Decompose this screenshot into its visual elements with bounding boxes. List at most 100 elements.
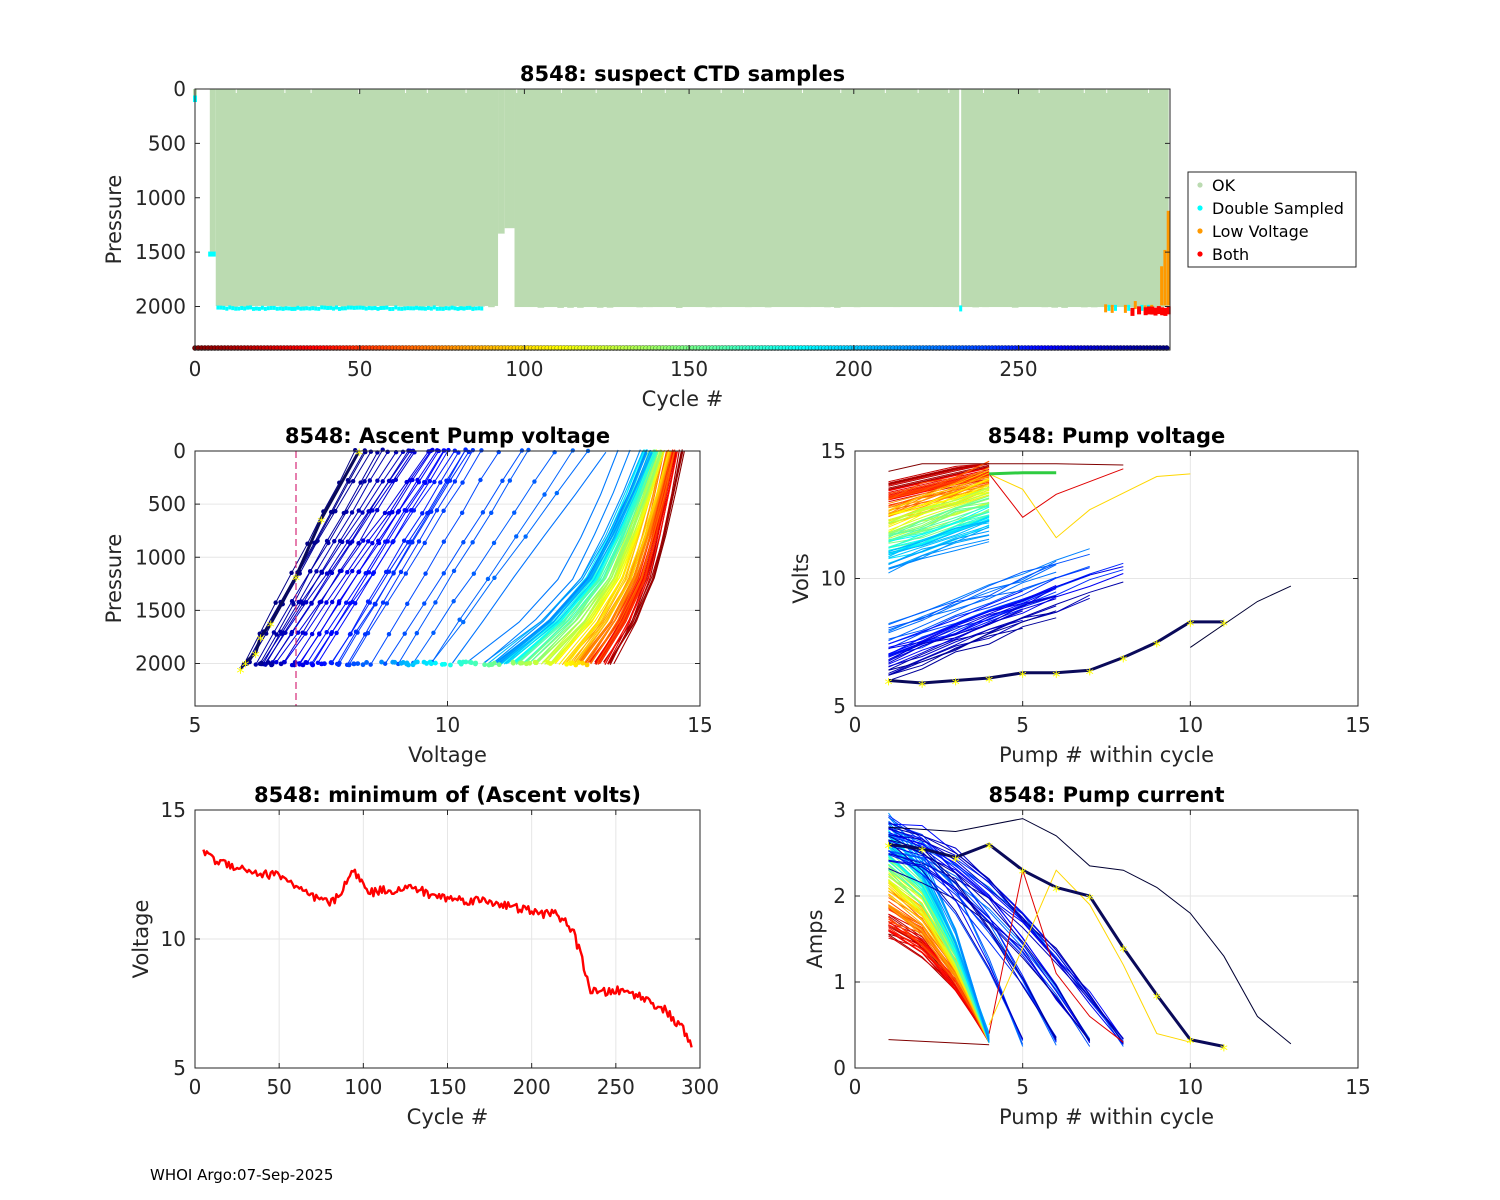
double-sampled-mark xyxy=(225,306,229,311)
double-sampled-mark xyxy=(299,306,303,311)
ok-sample-edge xyxy=(399,305,406,307)
ascent-sample-dot xyxy=(353,629,359,634)
double-sampled-mark xyxy=(1114,304,1118,311)
pumpv-cycle-line xyxy=(888,605,1057,674)
pumpv-y-label: Volts xyxy=(789,553,813,604)
ascent-y-tick-label: 2000 xyxy=(135,652,186,676)
pumpc-cycle-line xyxy=(888,865,990,1041)
ascent-bottom-dot xyxy=(457,659,462,665)
double-sampled-mark xyxy=(284,306,288,311)
pumpc-cycle-line xyxy=(888,916,990,1043)
double-sampled-mark xyxy=(429,306,433,311)
ascent-sample-dot xyxy=(416,539,422,544)
ascent-bottom-dot xyxy=(364,660,369,665)
double-sampled-mark xyxy=(1107,304,1111,311)
ascent-sample-dot xyxy=(360,510,365,515)
double-sampled-mark xyxy=(219,305,223,310)
ascent-sample-dot xyxy=(315,660,321,665)
double-sampled-mark xyxy=(388,307,392,312)
ascent-bottom-dot xyxy=(398,660,404,666)
pumpc-decor: 0 5 10 15 0 1 2 3 8548: Pump current Pump # withi… xyxy=(803,783,1371,1129)
ascent-sample-dot xyxy=(441,539,447,544)
pumpv-cycle-line xyxy=(888,590,1023,645)
double-sampled-mark xyxy=(403,306,407,311)
double-sampled-mark xyxy=(349,305,353,310)
ascent-profile-line xyxy=(490,449,641,666)
ascent-sample-dot xyxy=(314,569,319,574)
double-sampled-mark xyxy=(412,306,416,311)
pumpv-cycle-line xyxy=(1190,585,1292,648)
double-sampled-mark xyxy=(417,306,421,311)
ascent-bottom-dot xyxy=(523,661,529,667)
ascent-sample-dot xyxy=(393,477,399,483)
double-sampled-mark xyxy=(208,251,216,257)
ascent-profile-line xyxy=(275,451,429,663)
pumpv-x-tick-label: 5 xyxy=(1016,713,1029,737)
ascent-sample-dot xyxy=(479,448,484,453)
double-sampled-mark xyxy=(287,306,291,311)
pumpv-x-tick-label: 0 xyxy=(849,713,862,737)
ascent-sample-dot xyxy=(433,600,438,605)
ok-sample-block xyxy=(498,89,505,234)
ascent-sample-dot xyxy=(441,571,446,576)
ascent-sample-dot xyxy=(444,478,449,483)
ascent-profile-line xyxy=(430,450,574,664)
double-sampled-mark xyxy=(453,306,457,311)
pumpv-cycle-line xyxy=(888,564,1057,634)
ascent-sample-dot xyxy=(289,570,294,575)
ok-sample-edge xyxy=(1090,305,1098,308)
ascent-sample-dot xyxy=(428,509,434,514)
ascent-sample-dot xyxy=(324,630,329,635)
low-voltage-mark xyxy=(1104,304,1108,313)
latest-profile-marker: * xyxy=(252,647,260,666)
ascent-sample-dot xyxy=(492,575,497,581)
double-sampled-mark xyxy=(397,306,401,311)
pumpv-cycle-line xyxy=(888,474,990,499)
ascent-sample-dot xyxy=(313,540,318,545)
double-sampled-mark xyxy=(278,306,282,311)
ascent-profile-line xyxy=(331,452,459,664)
ascent-sample-dot xyxy=(319,599,324,604)
minv-x-tick-label: 300 xyxy=(681,1075,719,1099)
ascent-sample-dot xyxy=(382,510,388,516)
ascent-sample-dot xyxy=(368,662,373,667)
pumpv-cycle-line xyxy=(888,581,1124,671)
low-voltage-mark xyxy=(1160,266,1164,306)
ascent-sample-dot xyxy=(434,448,440,453)
ascent-sample-dot xyxy=(471,571,477,576)
latest-cycle-marker: * xyxy=(1119,942,1127,961)
ascent-bottom-dot xyxy=(278,661,284,667)
pumpc-cycle-line xyxy=(888,860,1091,1041)
ascent-sample-dot xyxy=(356,508,361,513)
ascent-sample-dot xyxy=(375,478,380,483)
ascent-sample-dot xyxy=(554,490,560,496)
ascent-bottom-dot xyxy=(545,659,551,665)
ascent-sample-dot xyxy=(451,599,456,604)
latest-cycle-marker: * xyxy=(885,838,893,857)
ascent-sample-dot xyxy=(422,540,427,546)
pumpc-x-tick-label: 0 xyxy=(849,1075,862,1099)
ok-sample-edge xyxy=(853,305,861,308)
ok-sample-edge xyxy=(596,305,604,308)
ok-sample-gap xyxy=(983,89,985,93)
pumpv-cycle-line xyxy=(888,515,990,553)
latest-cycle-marker: * xyxy=(1186,616,1194,635)
ascent-bottom-dot xyxy=(580,660,586,666)
suspect-decor: 0 50 100 150 200 250 0 500 1000 1500 2000 8548: sus… xyxy=(102,62,1171,411)
pumpv-cycle-line xyxy=(888,530,990,565)
pumpc-y-tick-label: 1 xyxy=(833,970,846,994)
pumpv-cycle-line xyxy=(989,471,1057,476)
ascent-profile-line xyxy=(431,450,589,663)
double-sampled-mark xyxy=(243,306,247,311)
double-sampled-mark xyxy=(1140,304,1144,311)
ascent-y-tick-label: 1000 xyxy=(135,545,186,569)
double-sampled-mark xyxy=(296,305,300,310)
ok-sample-edge xyxy=(745,305,752,308)
ascent-sample-dot xyxy=(356,541,361,546)
ascent-sample-dot xyxy=(426,449,431,454)
ascent-sample-dot xyxy=(451,568,457,574)
ok-sample-gap xyxy=(1148,89,1150,93)
ok-sample-gap xyxy=(235,89,237,93)
ascent-sample-dot xyxy=(542,492,547,497)
pumpc-cycle-line xyxy=(888,841,1091,1040)
